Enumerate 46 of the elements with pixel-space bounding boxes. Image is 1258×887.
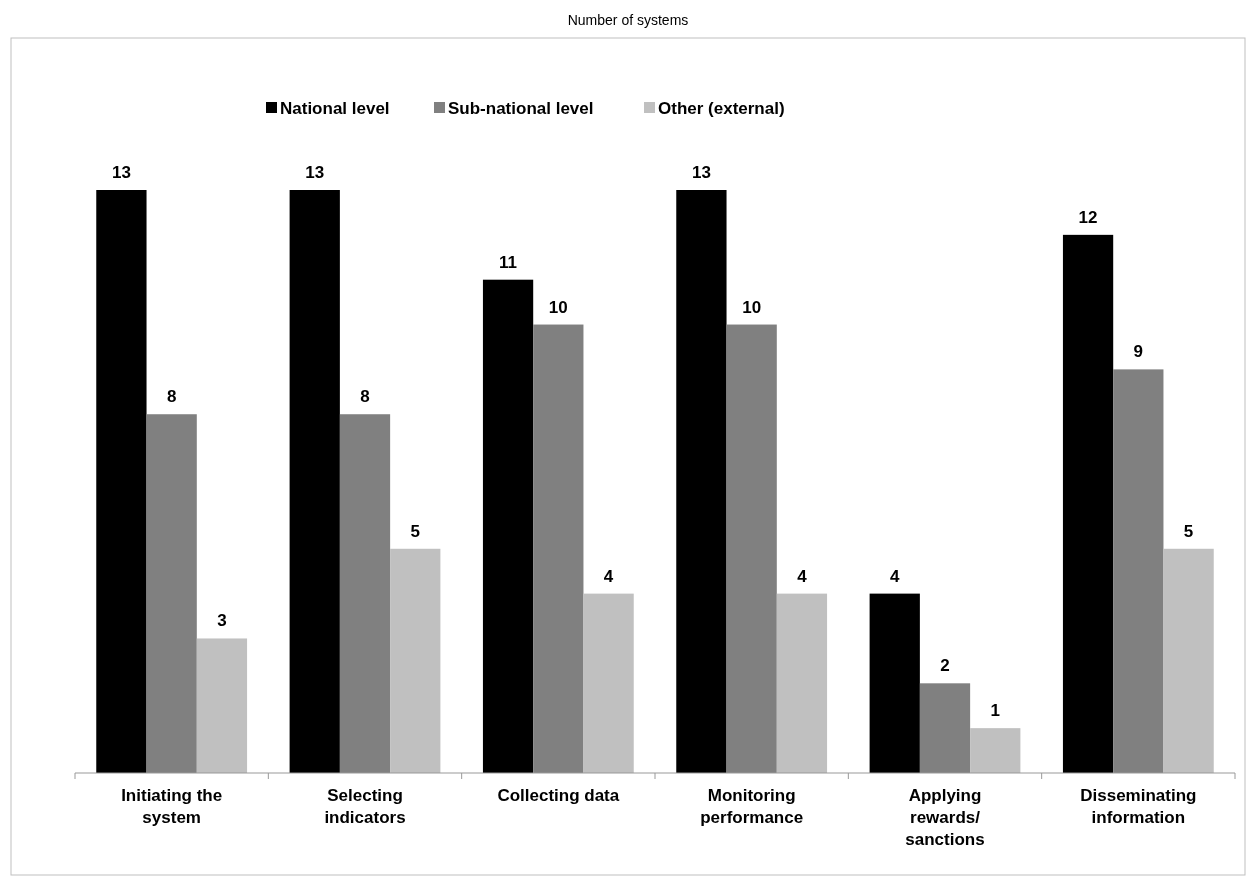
legend-label: Sub-national level xyxy=(448,98,594,118)
bar xyxy=(339,414,391,773)
bar xyxy=(146,414,197,773)
data-label: 1 xyxy=(990,701,1000,721)
data-label: 2 xyxy=(940,656,950,676)
data-label: 12 xyxy=(1078,207,1098,227)
x-tick-label: Initiating the system xyxy=(121,786,223,827)
bar xyxy=(1062,234,1114,773)
data-label: 11 xyxy=(499,252,518,272)
data-label: 10 xyxy=(742,297,762,317)
data-label: 13 xyxy=(111,163,131,182)
chart-title: Number of systems xyxy=(567,11,689,28)
legend-label: National level xyxy=(280,98,390,118)
data-label: 4 xyxy=(797,566,808,586)
x-tick-label: Disseminating information xyxy=(1080,786,1197,827)
data-label: 8 xyxy=(360,387,370,407)
bar xyxy=(583,593,634,773)
data-label: 4 xyxy=(890,566,900,586)
bar xyxy=(196,638,248,773)
bar xyxy=(289,190,340,773)
data-label: 13 xyxy=(305,163,325,182)
x-tick-label: Selecting indicators xyxy=(324,786,406,827)
bar xyxy=(970,728,1021,773)
bar xyxy=(869,593,920,773)
data-label: 5 xyxy=(410,521,420,541)
data-label: 4 xyxy=(603,566,614,586)
bar xyxy=(919,683,971,773)
bar xyxy=(96,190,147,773)
data-label: 5 xyxy=(1183,521,1194,541)
data-label: 13 xyxy=(691,163,711,182)
x-tick-label: Monitoring performance xyxy=(700,786,804,827)
bar xyxy=(533,324,584,773)
data-label: 10 xyxy=(548,297,568,317)
legend-label: Other (external) xyxy=(658,98,785,118)
bar xyxy=(726,324,777,773)
bar xyxy=(1113,369,1164,773)
data-label: 8 xyxy=(166,387,177,407)
x-tick-label: Collecting data xyxy=(497,786,620,805)
bar xyxy=(1163,548,1214,773)
bar xyxy=(676,190,727,773)
bar xyxy=(482,279,534,773)
data-label: 9 xyxy=(1133,342,1144,362)
bar xyxy=(390,548,441,773)
x-tick-label: Applying rewards/ sanctions xyxy=(905,786,985,849)
bar xyxy=(776,593,828,773)
data-label: 3 xyxy=(217,611,227,631)
